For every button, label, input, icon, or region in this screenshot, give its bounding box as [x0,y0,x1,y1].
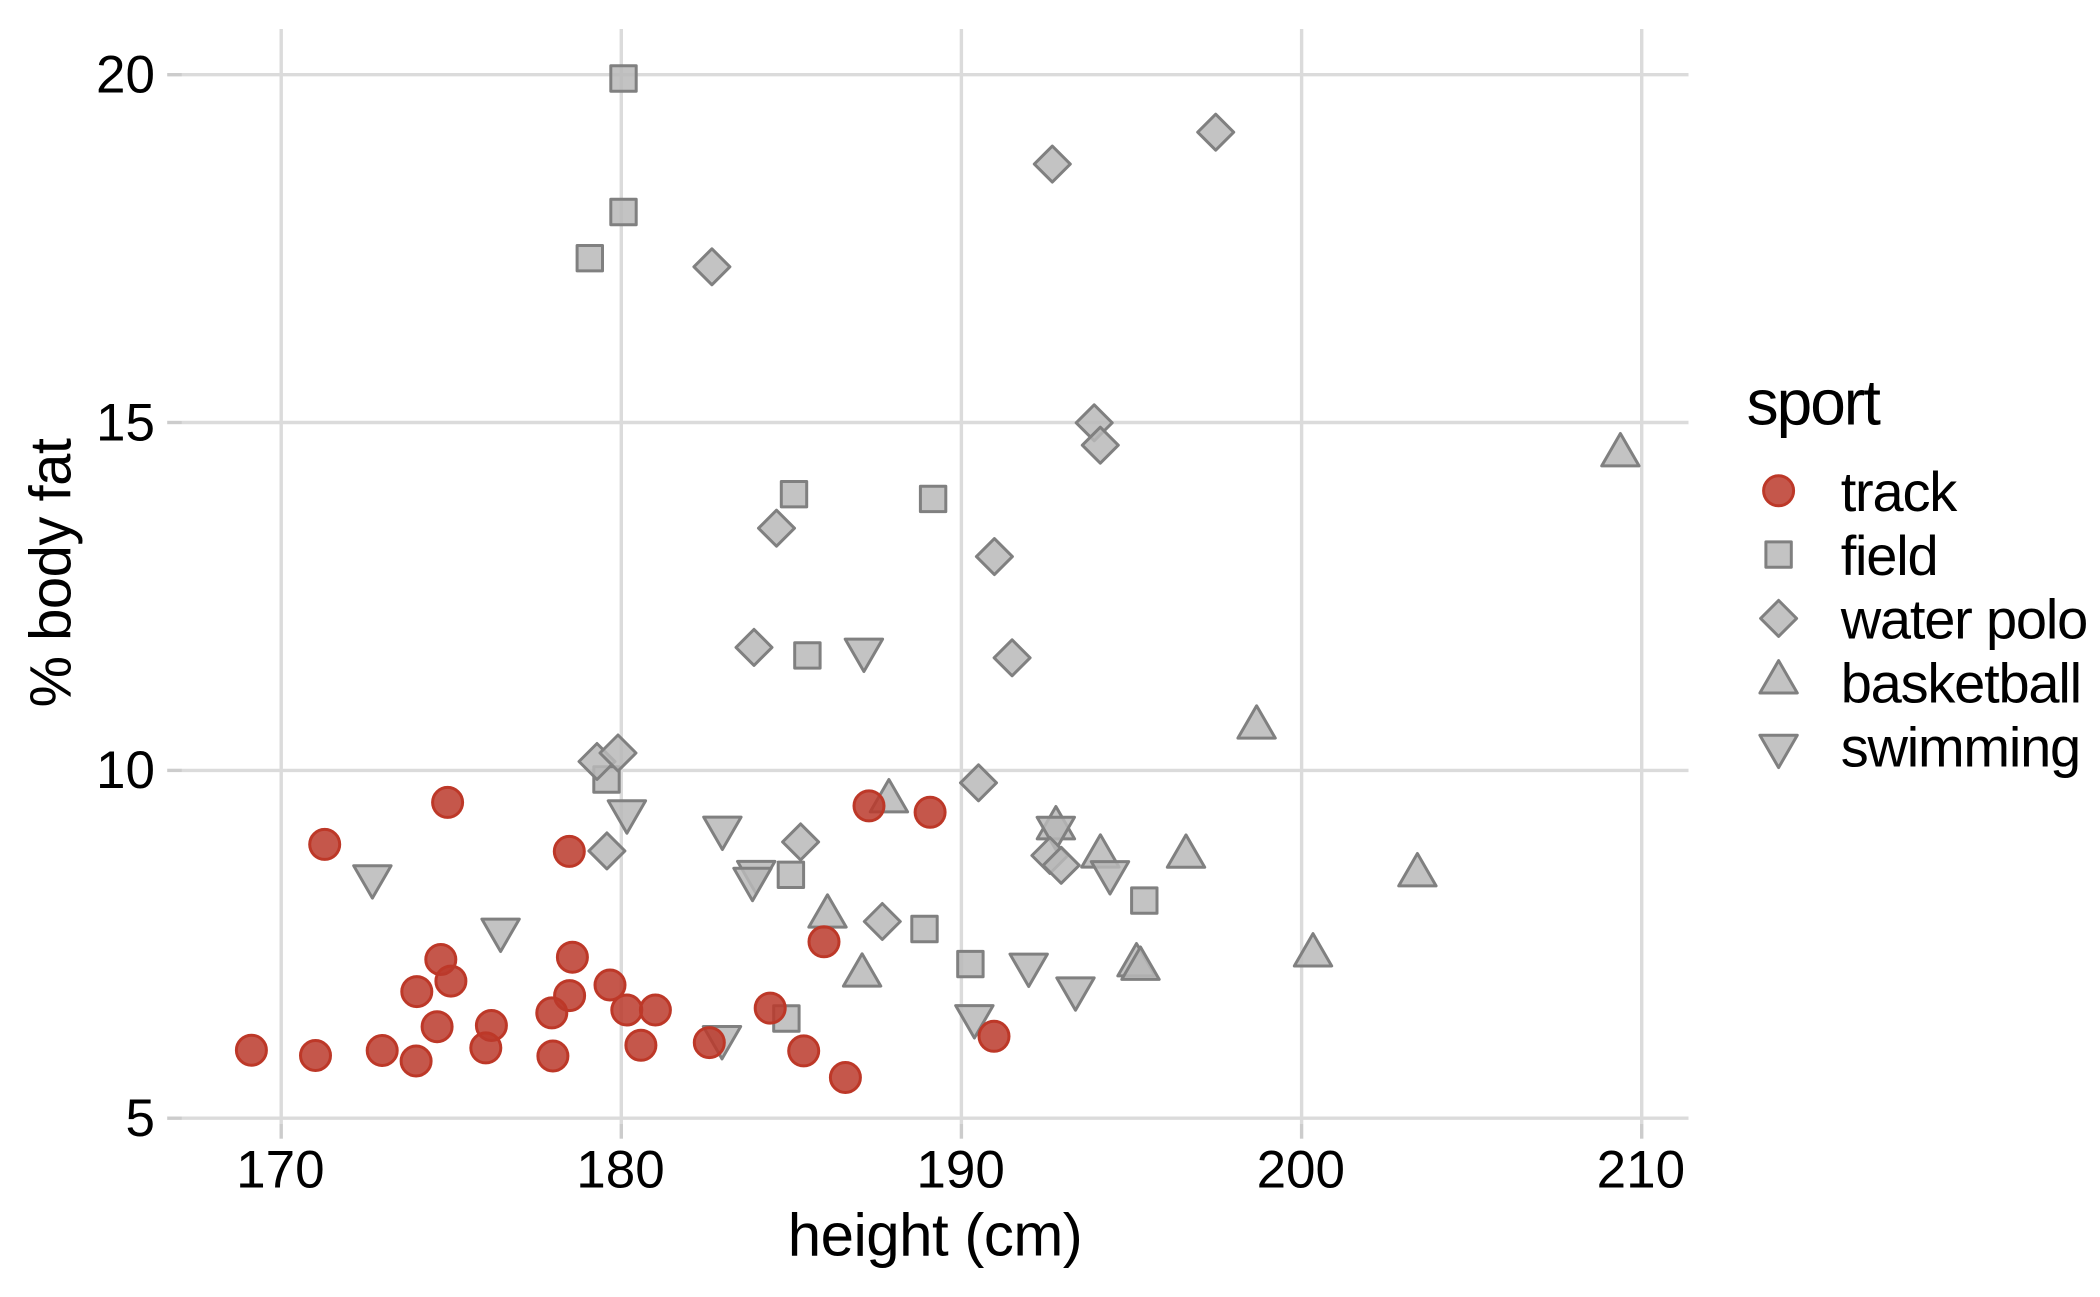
svg-text:180: 180 [576,1141,664,1200]
svg-text:20: 20 [96,46,155,105]
svg-text:sport: sport [1747,366,1882,438]
svg-text:170: 170 [236,1141,324,1200]
svg-text:190: 190 [916,1141,1004,1200]
svg-text:% body fat: % body fat [19,438,84,707]
svg-text:10: 10 [96,741,155,800]
svg-text:height (cm): height (cm) [788,1201,1083,1268]
svg-text:210: 210 [1597,1141,1685,1200]
svg-text:track: track [1841,460,1959,523]
svg-text:basketball: basketball [1841,652,2081,715]
svg-text:5: 5 [126,1089,155,1148]
svg-text:swimming: swimming [1841,715,2080,778]
svg-text:200: 200 [1257,1141,1345,1200]
svg-text:water polo: water polo [1840,588,2087,651]
svg-text:15: 15 [96,393,155,452]
svg-text:field: field [1841,524,1938,587]
